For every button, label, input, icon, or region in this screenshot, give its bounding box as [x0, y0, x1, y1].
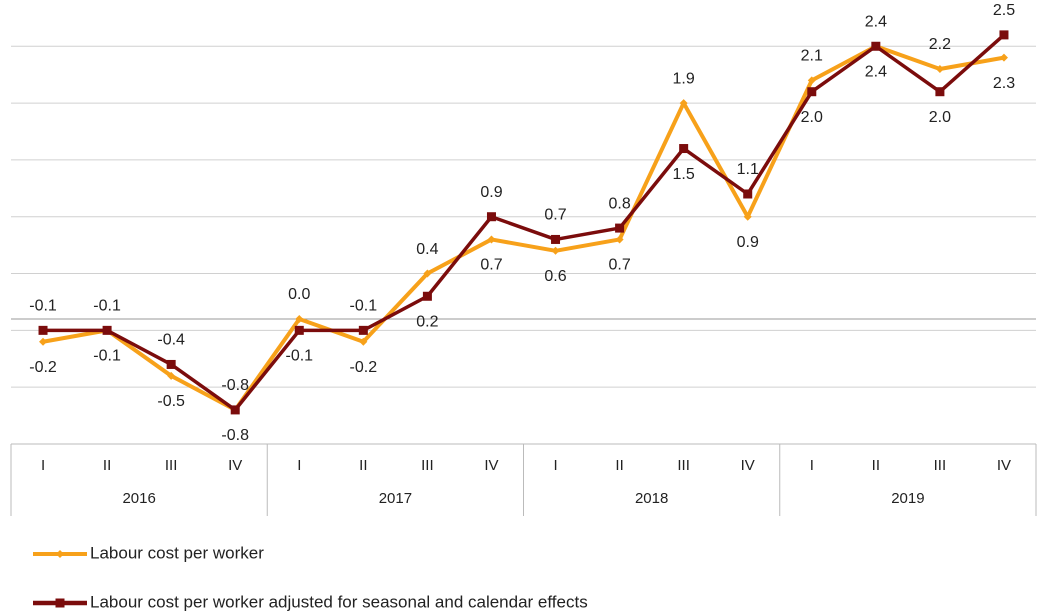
series-line: [42, 44, 1005, 412]
marker: [615, 235, 624, 244]
data-label: -0.1: [350, 298, 378, 315]
data-label: -0.2: [350, 359, 378, 376]
marker: [999, 30, 1009, 40]
data-label: -0.1: [93, 298, 121, 315]
data-label: 2.5: [993, 2, 1015, 19]
data-label: 0.7: [544, 207, 566, 224]
data-label: 2.0: [929, 109, 951, 126]
marker: [743, 212, 752, 221]
marker: [551, 246, 560, 255]
series-line: [43, 33, 1006, 412]
marker: [358, 325, 368, 335]
marker: [230, 405, 240, 415]
legend-label: Labour cost per worker adjusted for seas…: [90, 592, 588, 611]
data-label: 0.6: [544, 268, 566, 285]
x-tick-label: IV: [484, 457, 498, 474]
marker: [359, 337, 368, 346]
marker: [935, 64, 944, 73]
x-tick-label: I: [297, 457, 301, 474]
marker: [999, 53, 1008, 62]
data-label: 2.3: [993, 75, 1015, 92]
legend-marker: [55, 598, 65, 608]
group-label: 2019: [891, 490, 924, 507]
data-label: 0.9: [737, 234, 759, 251]
x-tick-label: IV: [228, 457, 242, 474]
marker: [166, 359, 176, 369]
marker: [295, 314, 304, 323]
group-label: 2018: [635, 490, 668, 507]
x-tick-label: II: [615, 457, 623, 474]
x-tick-label: I: [41, 457, 45, 474]
x-tick-label: I: [553, 457, 557, 474]
marker: [422, 291, 432, 301]
x-tick-label: II: [103, 457, 111, 474]
data-label: -0.1: [285, 348, 313, 365]
data-label: -0.8: [221, 377, 249, 394]
marker: [294, 325, 304, 335]
marker: [487, 235, 496, 244]
marker: [743, 189, 753, 199]
data-label: 2.1: [801, 48, 823, 65]
x-tick-label: III: [677, 457, 690, 474]
data-label: 2.4: [865, 13, 887, 30]
group-label: 2017: [379, 490, 412, 507]
data-label: 0.0: [288, 286, 310, 303]
x-tick-label: II: [872, 457, 880, 474]
data-label: -0.8: [221, 427, 249, 444]
x-tick-label: III: [165, 457, 178, 474]
marker: [423, 269, 432, 278]
data-label: 2.2: [929, 36, 951, 53]
x-tick-label: II: [359, 457, 367, 474]
marker: [935, 87, 945, 97]
x-tick-label: III: [934, 457, 947, 474]
marker: [102, 325, 112, 335]
data-label: 0.4: [416, 241, 438, 258]
data-label: 0.8: [608, 195, 630, 212]
data-label: 2.4: [865, 63, 887, 80]
data-label: 0.9: [480, 184, 502, 201]
legend-marker: [56, 550, 64, 558]
marker: [551, 234, 561, 244]
data-label: 2.0: [801, 109, 823, 126]
marker: [679, 144, 689, 154]
data-label: 0.2: [416, 313, 438, 330]
data-label: 0.7: [480, 257, 502, 274]
data-label: 1.9: [673, 70, 695, 87]
marker: [807, 87, 817, 97]
marker: [38, 325, 48, 335]
data-label: -0.1: [29, 298, 57, 315]
marker: [39, 337, 48, 346]
data-label: -0.2: [29, 359, 57, 376]
data-label: 1.5: [673, 166, 695, 183]
data-label: 1.1: [737, 161, 759, 178]
marker: [486, 212, 496, 222]
marker: [679, 99, 688, 108]
data-label: -0.4: [157, 332, 185, 349]
legend-label: Labour cost per worker: [90, 543, 264, 562]
x-tick-label: IV: [741, 457, 755, 474]
marker: [807, 76, 816, 85]
group-label: 2016: [122, 490, 155, 507]
data-label: -0.5: [157, 393, 185, 410]
data-label: -0.1: [93, 348, 121, 365]
x-tick-label: I: [810, 457, 814, 474]
x-tick-label: IV: [997, 457, 1011, 474]
marker: [871, 41, 881, 51]
marker: [167, 371, 176, 380]
x-tick-label: III: [421, 457, 434, 474]
marker: [615, 223, 625, 233]
data-label: 0.7: [608, 257, 630, 274]
